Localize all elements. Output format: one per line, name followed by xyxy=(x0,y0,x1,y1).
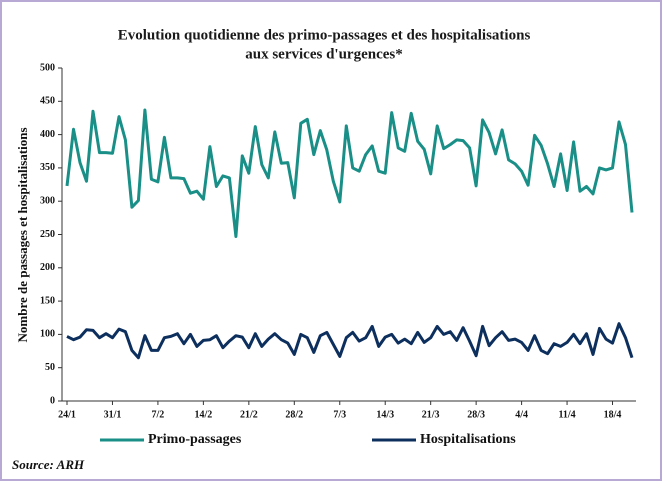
x-tick-label: 28/3 xyxy=(467,409,485,420)
x-tick-label: 14/3 xyxy=(376,409,394,420)
x-tick-label: 7/2 xyxy=(152,409,165,420)
series-line xyxy=(65,108,634,238)
y-tick-label: 50 xyxy=(45,362,55,373)
y-tick-label: 450 xyxy=(40,96,55,107)
x-tick-label: 28/2 xyxy=(285,409,303,420)
y-tick-label: 0 xyxy=(50,395,55,406)
y-tick-label: 300 xyxy=(40,195,55,206)
legend-label: Primo-passages xyxy=(148,432,242,447)
y-tick-label: 250 xyxy=(40,229,55,240)
x-tick-label: 21/3 xyxy=(422,409,440,420)
y-tick-label: 200 xyxy=(40,262,55,273)
y-axis-label: Nombre de passages et hospitalisations xyxy=(15,127,30,342)
x-tick-label: 14/2 xyxy=(194,409,212,420)
legend-label: Hospitalisations xyxy=(420,432,516,447)
chart-title: Evolution quotidienne des primo-passages… xyxy=(118,27,531,43)
series-line xyxy=(66,322,634,360)
x-tick-label: 7/3 xyxy=(333,409,346,420)
y-tick-label: 150 xyxy=(40,295,55,306)
x-tick-label: 21/2 xyxy=(240,409,258,420)
x-tick-label: 18/4 xyxy=(604,409,622,420)
y-tick-label: 350 xyxy=(40,162,55,173)
y-tick-label: 500 xyxy=(40,62,55,73)
chart-title: aux services d'urgences* xyxy=(245,46,402,62)
y-tick-label: 400 xyxy=(40,129,55,140)
x-tick-label: 4/4 xyxy=(515,409,528,420)
x-tick-label: 11/4 xyxy=(558,409,575,420)
x-tick-label: 24/1 xyxy=(58,409,76,420)
y-tick-label: 100 xyxy=(40,329,55,340)
source: Source: ARH xyxy=(12,457,85,472)
x-tick-label: 31/1 xyxy=(104,409,122,420)
